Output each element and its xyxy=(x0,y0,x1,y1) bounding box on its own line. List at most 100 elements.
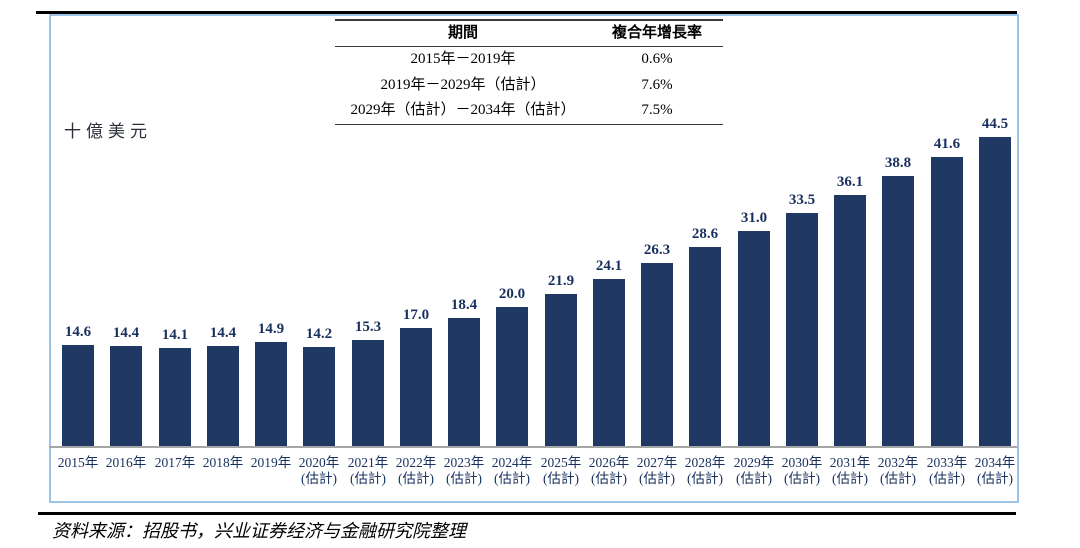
cagr-table-header-row: 期間 複合年增長率 xyxy=(335,21,723,47)
bar-value-label: 14.2 xyxy=(305,326,333,342)
bar-2032年 xyxy=(882,176,914,446)
x-axis-label: 2031年 (估計) xyxy=(824,455,876,487)
bar-value-label: 44.5 xyxy=(981,116,1009,132)
x-axis-estimate-note: (估計) xyxy=(687,471,723,486)
x-axis-label: 2027年 (估計) xyxy=(631,455,683,487)
bar-value-label: 28.6 xyxy=(691,226,719,242)
x-axis-year: 2033年 xyxy=(926,455,968,470)
x-axis-label: 2019年 xyxy=(245,455,297,471)
cagr-value-cell: 0.6% xyxy=(641,51,673,67)
bar-2030年 xyxy=(786,213,818,446)
x-axis-year: 2022年 xyxy=(395,455,437,470)
bar-2031年 xyxy=(834,195,866,446)
x-axis-label: 2015年 xyxy=(52,455,104,471)
cagr-value-cell: 7.6% xyxy=(641,76,673,93)
x-axis-label: 2034年 (估計) xyxy=(969,455,1021,487)
x-axis-estimate-note: (估計) xyxy=(543,471,579,486)
cagr-table: 期間 複合年增長率 2015年－2019年 0.6% 2019年－2029年（估計） 7.… xyxy=(335,19,723,125)
bar-2027年 xyxy=(641,263,673,446)
x-axis-label: 2029年 (估計) xyxy=(728,455,780,487)
bar-value-label: 31.0 xyxy=(740,210,768,226)
bar-2033年 xyxy=(931,157,963,446)
bar-2020年 xyxy=(303,347,335,446)
bar-value-label: 24.1 xyxy=(595,258,623,274)
cagr-period-cell: 2015年－2019年 xyxy=(410,51,516,67)
bar-value-label: 17.0 xyxy=(402,307,430,323)
cagr-table-row: 2019年－2029年（估計） 7.6% xyxy=(335,73,723,99)
x-axis-label: 2020年 (估計) xyxy=(293,455,345,487)
x-axis-label: 2033年 (估計) xyxy=(921,455,973,487)
x-axis-estimate-note: (估計) xyxy=(880,471,916,486)
bar-2023年 xyxy=(448,318,480,446)
x-axis-estimate-note: (估計) xyxy=(784,471,820,486)
x-axis-label: 2032年 (估計) xyxy=(872,455,924,487)
x-axis-estimate-note: (估計) xyxy=(832,471,868,486)
cagr-table-header-period: 期間 xyxy=(448,25,479,41)
x-axis-label: 2028年 (估計) xyxy=(679,455,731,487)
x-axis-year: 2028年 xyxy=(684,455,726,470)
bar-value-label: 26.3 xyxy=(643,242,671,258)
x-axis-year: 2032年 xyxy=(877,455,919,470)
bar-2019年 xyxy=(255,342,287,446)
x-axis-estimate-note: (估計) xyxy=(736,471,772,486)
x-axis-label: 2021年 (估計) xyxy=(342,455,394,487)
cagr-period-cell: 2019年－2029年（估計） xyxy=(380,76,546,93)
x-axis-estimate-note: (估計) xyxy=(446,471,482,486)
x-axis-year: 2030年 xyxy=(781,455,823,470)
x-axis-year: 2025年 xyxy=(540,455,582,470)
x-axis-year: 2019年 xyxy=(250,455,292,470)
x-axis-label: 2016年 xyxy=(100,455,152,471)
x-axis-year: 2024年 xyxy=(491,455,533,470)
bar-value-label: 36.1 xyxy=(836,174,864,190)
x-axis-year: 2015年 xyxy=(57,455,99,470)
cagr-period-cell: 2029年（估計）－2034年（估計） xyxy=(350,102,576,118)
bar-2016年 xyxy=(110,346,142,446)
x-axis-line xyxy=(49,446,1017,448)
x-axis-year: 2034年 xyxy=(974,455,1016,470)
x-axis-year: 2023年 xyxy=(443,455,485,470)
bar-2026年 xyxy=(593,279,625,446)
cagr-table-row: 2029年（估計）－2034年（估計） 7.5% xyxy=(335,98,723,124)
x-axis-label: 2023年 (估計) xyxy=(438,455,490,487)
bar-2022年 xyxy=(400,328,432,446)
cagr-table-header-cagr: 複合年增長率 xyxy=(612,25,703,41)
x-axis-estimate-note: (估計) xyxy=(301,471,337,486)
bar-value-label: 14.9 xyxy=(257,321,285,337)
x-axis-label: 2030年 (估計) xyxy=(776,455,828,487)
x-axis-estimate-note: (估計) xyxy=(977,471,1013,486)
x-axis-estimate-note: (估計) xyxy=(350,471,386,486)
bar-2017年 xyxy=(159,348,191,446)
x-axis-year: 2027年 xyxy=(636,455,678,470)
cagr-table-row: 2015年－2019年 0.6% xyxy=(335,47,723,73)
x-axis-label: 2026年 (估計) xyxy=(583,455,635,487)
x-axis-year: 2029年 xyxy=(733,455,775,470)
bottom-divider-line xyxy=(38,512,1016,515)
bar-2021年 xyxy=(352,340,384,446)
bar-value-label: 21.9 xyxy=(547,273,575,289)
y-axis-unit-label: 十億美元 xyxy=(64,122,152,141)
x-axis-label: 2025年 (估計) xyxy=(535,455,587,487)
bar-value-label: 20.0 xyxy=(498,286,526,302)
bar-2028年 xyxy=(689,247,721,446)
x-axis-year: 2031年 xyxy=(829,455,871,470)
bar-2029年 xyxy=(738,231,770,446)
x-axis-year: 2020年 xyxy=(298,455,340,470)
bar-value-label: 18.4 xyxy=(450,297,478,313)
x-axis-estimate-note: (估計) xyxy=(639,471,675,486)
source-attribution: 资料来源：招股书，兴业证券经济与金融研究院整理 xyxy=(52,521,466,541)
x-axis-estimate-note: (估計) xyxy=(929,471,965,486)
x-axis-estimate-note: (估計) xyxy=(494,471,530,486)
bar-2034年 xyxy=(979,137,1011,446)
x-axis-year: 2016年 xyxy=(105,455,147,470)
x-axis-year: 2021年 xyxy=(347,455,389,470)
bar-2018年 xyxy=(207,346,239,446)
x-axis-label: 2022年 (估計) xyxy=(390,455,442,487)
bar-value-label: 14.4 xyxy=(209,325,237,341)
x-axis-year: 2026年 xyxy=(588,455,630,470)
bar-value-label: 38.8 xyxy=(884,155,912,171)
x-axis-year: 2017年 xyxy=(154,455,196,470)
bar-value-label: 15.3 xyxy=(354,319,382,335)
x-axis-label: 2017年 xyxy=(149,455,201,471)
x-axis-label: 2018年 xyxy=(197,455,249,471)
